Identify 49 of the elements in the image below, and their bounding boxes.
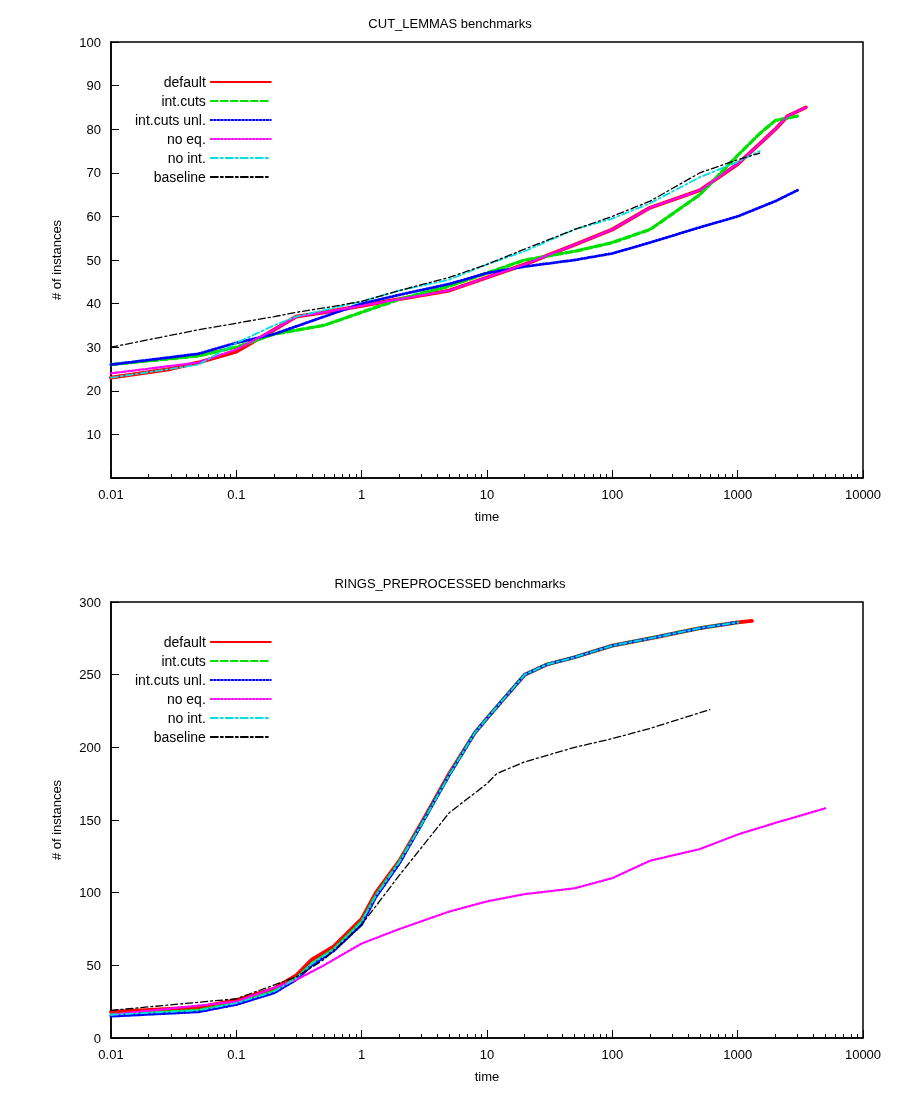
x-tick-label: 0.1 [227,487,246,502]
legend-label: int.cuts [161,653,206,669]
x-tick-label: 10000 [844,487,882,502]
legend-label: default [163,634,206,650]
y-tick-label: 50 [86,957,101,973]
y-tick-label: 0 [93,1030,101,1046]
y-tick-label: 50 [86,252,101,268]
y-tick-label: 100 [79,885,101,901]
y-axis-title: # of instances [49,779,64,861]
legend-label: int.cuts unl. [134,672,206,688]
y-tick-label: 60 [86,208,101,224]
y-tick-label: 250 [79,667,101,683]
legend-label: no int. [167,150,206,166]
chart-title: RINGS_PREPROCESSED benchmarks [334,576,567,591]
x-tick-label: 1000 [723,487,753,502]
legend-label: no eq. [166,131,206,147]
legend-label: baseline [153,729,207,745]
y-tick-label: 150 [79,812,101,828]
legend-label: default [163,74,206,90]
y-tick-label: 10 [86,426,101,442]
legend-label: int.cuts [161,93,206,109]
y-tick-label: 300 [79,594,101,610]
x-tick-label: 10 [479,1047,495,1062]
chart-title: CUT_LEMMAS benchmarks [368,16,533,31]
x-axis-title: time [474,1069,500,1084]
x-tick-label: 1 [358,1047,366,1062]
y-tick-label: 100 [79,34,101,50]
y-axis-title: # of instances [49,219,64,301]
y-tick-label: 40 [86,296,101,312]
x-tick-label: 0.1 [227,1047,246,1062]
x-tick-label: 0.01 [98,1047,124,1062]
x-tick-label: 1000 [723,1047,753,1062]
y-tick-label: 30 [86,339,101,355]
x-tick-label: 100 [601,1047,624,1062]
legend-label: int.cuts unl. [134,112,206,128]
y-tick-label: 20 [86,383,101,399]
y-tick-label: 70 [86,165,101,181]
x-tick-label: 10 [479,487,495,502]
x-tick-label: 100 [601,487,624,502]
legend-label: no eq. [166,691,206,707]
x-axis-title: time [474,509,500,524]
y-tick-label: 80 [86,121,101,137]
y-tick-label: 90 [86,78,101,94]
x-tick-label: 0.01 [98,487,124,502]
y-tick-label: 200 [79,739,101,755]
legend-label: no int. [167,710,206,726]
x-tick-label: 1 [358,487,366,502]
x-tick-label: 10000 [844,1047,882,1062]
legend-label: baseline [153,169,207,185]
